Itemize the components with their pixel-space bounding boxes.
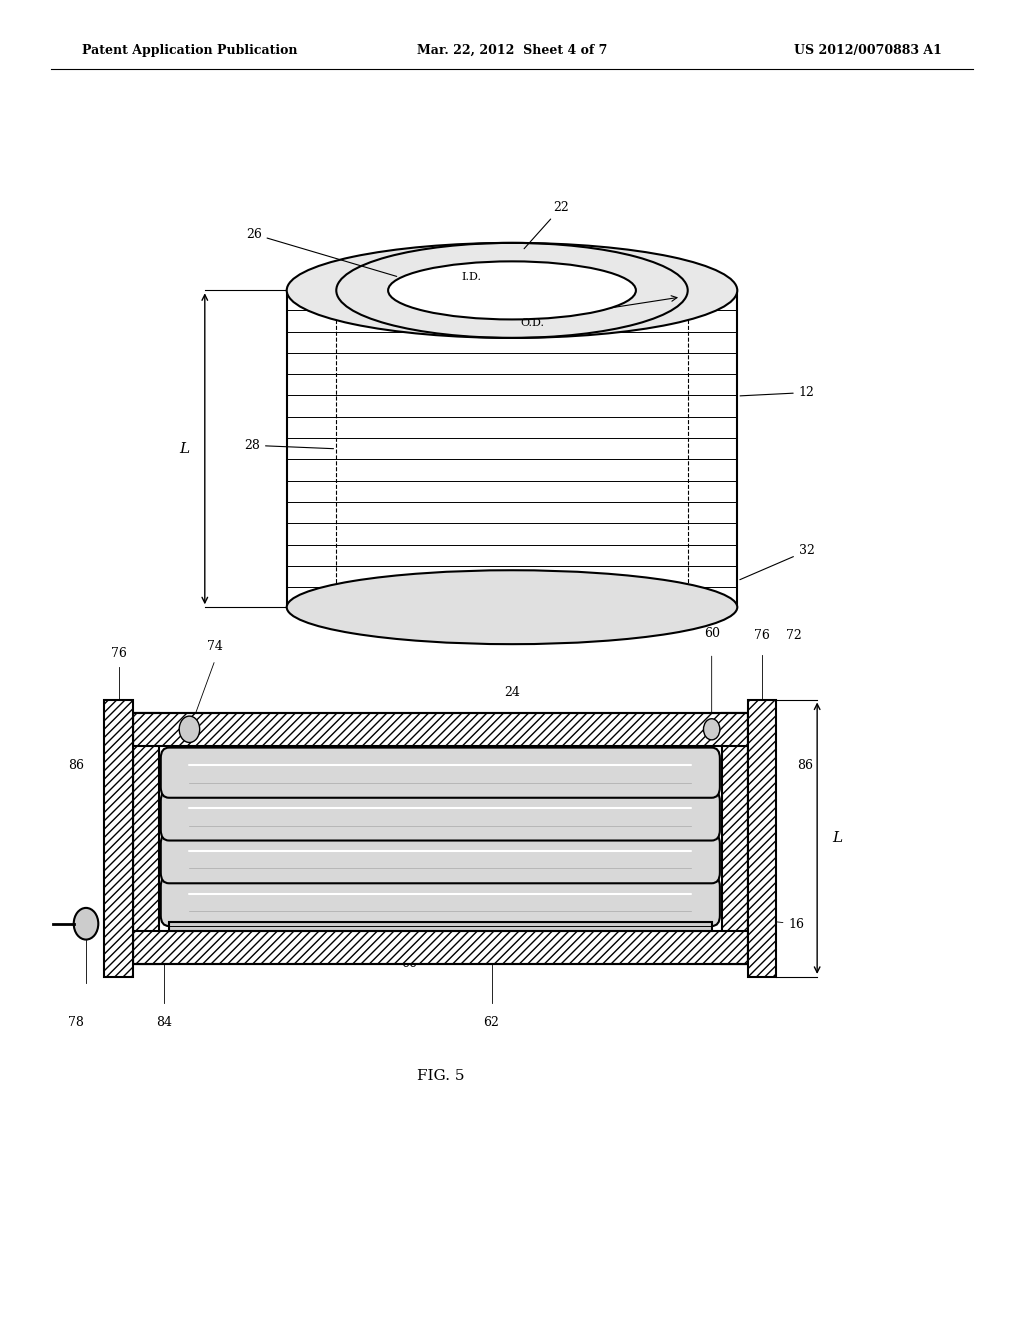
Text: 26: 26 <box>246 227 396 276</box>
Circle shape <box>703 718 720 739</box>
Text: 78: 78 <box>68 1016 84 1030</box>
Bar <box>748 700 776 977</box>
Text: 66: 66 <box>401 929 418 970</box>
FancyBboxPatch shape <box>161 791 720 841</box>
Text: 62: 62 <box>483 1016 500 1030</box>
Circle shape <box>74 908 98 940</box>
Text: O.D.: O.D. <box>520 318 545 329</box>
Text: 86: 86 <box>68 759 84 772</box>
Text: 74: 74 <box>207 640 223 653</box>
Text: US 2012/0070883 A1: US 2012/0070883 A1 <box>795 44 942 57</box>
Circle shape <box>179 715 200 742</box>
Text: 28: 28 <box>244 438 334 451</box>
Text: 68: 68 <box>715 859 769 878</box>
Ellipse shape <box>388 261 636 319</box>
Text: L: L <box>179 442 189 455</box>
Text: 84: 84 <box>156 1016 172 1030</box>
Ellipse shape <box>287 570 737 644</box>
FancyBboxPatch shape <box>161 747 720 797</box>
Text: 60: 60 <box>703 627 720 640</box>
Text: I.D.: I.D. <box>461 272 481 282</box>
Bar <box>104 700 133 977</box>
Text: 12: 12 <box>740 385 815 399</box>
Text: FIG. 5: FIG. 5 <box>417 1069 464 1082</box>
Text: 24: 24 <box>504 686 520 700</box>
FancyBboxPatch shape <box>161 833 720 883</box>
Bar <box>133 713 159 964</box>
Text: 16: 16 <box>737 917 805 931</box>
Text: 32: 32 <box>739 544 815 579</box>
Text: L: L <box>833 832 843 845</box>
Text: 86: 86 <box>797 759 813 772</box>
Text: 76: 76 <box>754 628 770 642</box>
Bar <box>169 923 712 931</box>
Text: Mar. 22, 2012  Sheet 4 of 7: Mar. 22, 2012 Sheet 4 of 7 <box>417 44 607 57</box>
Text: 76: 76 <box>111 647 127 660</box>
Ellipse shape <box>287 243 737 338</box>
Text: 72: 72 <box>786 628 802 642</box>
FancyBboxPatch shape <box>161 876 720 927</box>
Text: Patent Application Publication: Patent Application Publication <box>82 44 297 57</box>
Text: 80: 80 <box>715 809 769 822</box>
Bar <box>159 746 722 931</box>
Bar <box>133 931 748 964</box>
Text: 22: 22 <box>524 201 568 248</box>
Text: FIG. 4: FIG. 4 <box>488 726 536 739</box>
Bar <box>722 713 748 964</box>
Bar <box>133 713 748 746</box>
